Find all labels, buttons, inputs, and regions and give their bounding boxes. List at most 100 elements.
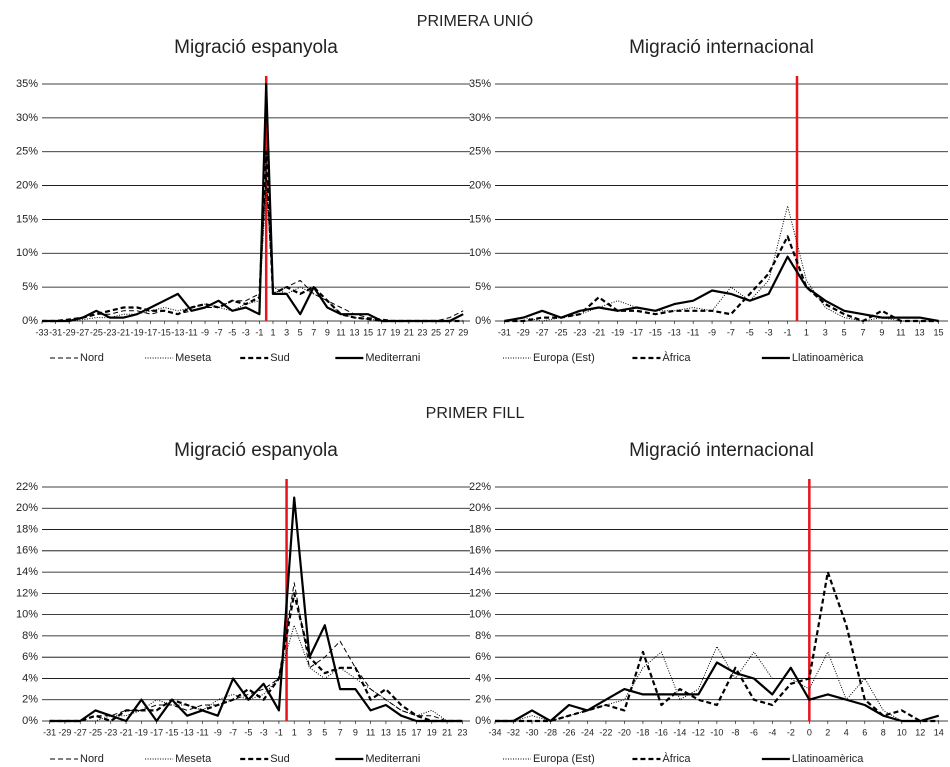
x-tick-label: -3	[765, 327, 773, 337]
x-tick-label: -29	[517, 327, 530, 337]
section-heading: PRIMER FILL	[426, 405, 525, 422]
x-tick-label: 15	[363, 327, 373, 337]
x-tick-label: 19	[427, 727, 437, 737]
x-tick-label: -3	[242, 327, 250, 337]
x-tick-label: -21	[592, 327, 605, 337]
x-tick-label: -3	[260, 727, 268, 737]
x-tick-label: -20	[618, 727, 631, 737]
x-tick-label: -14	[673, 727, 686, 737]
y-tick-label: 2%	[22, 694, 38, 706]
x-tick-label: 13	[915, 327, 925, 337]
x-tick-label: 9	[879, 327, 884, 337]
x-tick-label: -17	[144, 327, 157, 337]
series-line	[49, 592, 463, 723]
x-tick-label: -27	[536, 327, 549, 337]
x-tick-label: -11	[687, 327, 699, 337]
series-line	[42, 82, 464, 323]
x-tick-label: 5	[298, 327, 303, 337]
x-tick-label: -7	[229, 727, 237, 737]
x-tick-label: -31	[49, 327, 62, 337]
x-tick-label: -13	[181, 727, 194, 737]
x-tick-label: 1	[270, 327, 275, 337]
x-tick-label: -8	[731, 727, 739, 737]
y-tick-label: 12%	[16, 587, 38, 599]
y-tick-label: 6%	[22, 651, 38, 663]
x-tick-label: 3	[284, 327, 289, 337]
x-tick-label: -25	[90, 327, 103, 337]
series-line	[495, 661, 940, 723]
x-tick-label: 21	[442, 727, 452, 737]
series-line	[504, 255, 939, 323]
x-tick-label: 4	[844, 727, 849, 737]
x-tick-label: -11	[196, 727, 208, 737]
x-tick-label: 5	[322, 727, 327, 737]
x-tick-label: 23	[417, 327, 427, 337]
x-tick-label: -9	[708, 327, 716, 337]
y-tick-label: 4%	[22, 672, 38, 684]
x-tick-label: -17	[630, 327, 643, 337]
x-tick-label: -5	[746, 327, 754, 337]
x-tick-label: 25	[431, 327, 441, 337]
x-tick-label: 1	[292, 727, 297, 737]
x-tick-label: 7	[338, 727, 343, 737]
y-tick-label: 10%	[16, 247, 38, 259]
series-line	[49, 496, 463, 723]
y-tick-label: 20%	[16, 502, 38, 514]
x-tick-label: -11	[185, 327, 197, 337]
x-tick-label: 14	[934, 727, 944, 737]
x-tick-label: 6	[862, 727, 867, 737]
x-tick-label: -1	[784, 327, 792, 337]
chart-title: Migració espanyola	[174, 440, 338, 461]
x-tick-label: -29	[63, 327, 76, 337]
x-tick-label: 0	[807, 727, 812, 737]
x-tick-label: 9	[325, 327, 330, 337]
x-tick-label: -2	[787, 727, 795, 737]
chart-title: Migració internacional	[629, 440, 814, 461]
series-line	[504, 235, 939, 323]
x-tick-label: -30	[525, 727, 538, 737]
x-tick-label: -26	[562, 727, 575, 737]
x-tick-label: -28	[544, 727, 557, 737]
y-tick-label: 15%	[469, 213, 491, 225]
series-line	[495, 571, 939, 723]
x-tick-label: -29	[58, 727, 71, 737]
x-tick-label: -25	[555, 327, 568, 337]
y-tick-label: 35%	[16, 78, 38, 90]
y-tick-label: 5%	[475, 281, 491, 293]
y-tick-label: 10%	[16, 609, 38, 621]
y-tick-label: 0%	[475, 315, 491, 327]
y-tick-label: 0%	[22, 315, 38, 327]
x-tick-label: -13	[668, 327, 681, 337]
x-tick-label: -23	[573, 327, 586, 337]
x-tick-label: 15	[934, 327, 944, 337]
x-tick-label: 21	[404, 327, 414, 337]
x-tick-label: -19	[611, 327, 624, 337]
x-tick-label: -5	[228, 327, 236, 337]
series-line	[504, 205, 939, 322]
y-tick-label: 18%	[469, 523, 491, 535]
legend-label: Llatinoamèrica	[792, 352, 864, 364]
x-tick-label: -9	[214, 727, 222, 737]
x-tick-label: -18	[636, 727, 649, 737]
chart-title: Migració internacional	[629, 37, 814, 58]
y-tick-label: 20%	[469, 179, 491, 191]
x-tick-label: -15	[649, 327, 662, 337]
y-tick-label: 20%	[16, 179, 38, 191]
x-tick-label: 19	[390, 327, 400, 337]
x-tick-label: 10	[897, 727, 907, 737]
x-tick-label: -12	[692, 727, 705, 737]
y-tick-label: 6%	[475, 651, 491, 663]
x-tick-label: -32	[507, 727, 520, 737]
x-tick-label: -27	[74, 727, 87, 737]
x-tick-label: 7	[311, 327, 316, 337]
x-tick-label: -16	[655, 727, 668, 737]
x-tick-label: -23	[103, 327, 116, 337]
y-tick-label: 30%	[469, 112, 491, 124]
x-tick-label: 27	[445, 327, 455, 337]
x-tick-label: -7	[727, 327, 735, 337]
y-tick-label: 20%	[469, 502, 491, 514]
x-tick-label: -13	[171, 327, 184, 337]
y-tick-label: 30%	[16, 112, 38, 124]
x-tick-label: -24	[581, 727, 594, 737]
